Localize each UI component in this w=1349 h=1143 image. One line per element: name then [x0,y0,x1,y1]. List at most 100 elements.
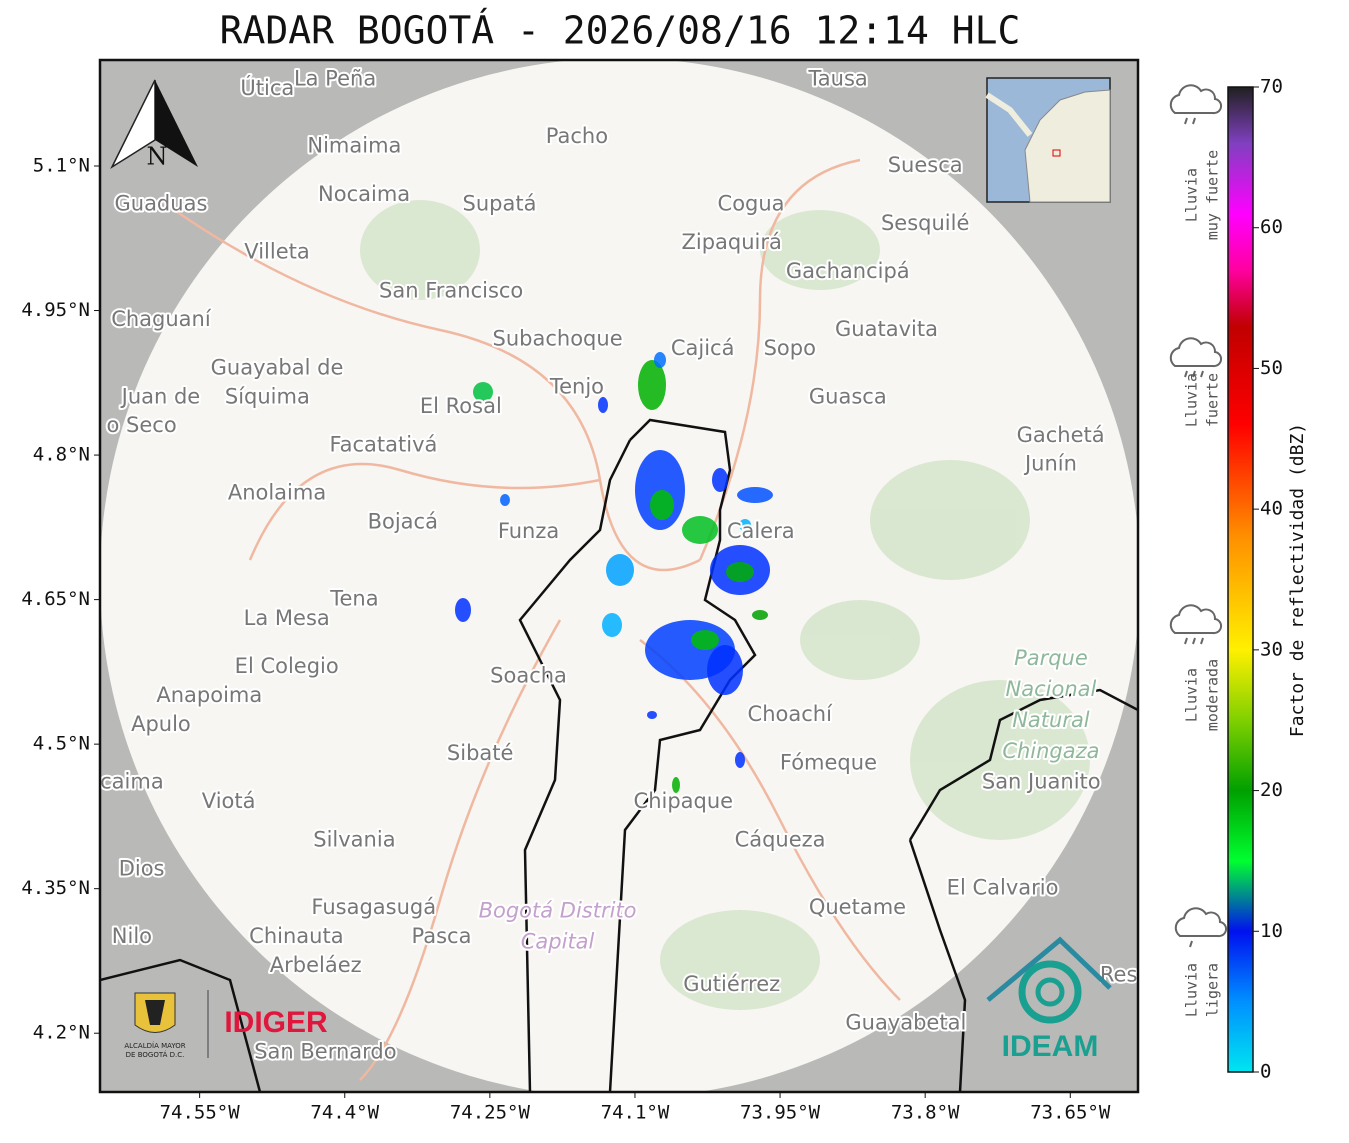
colorbar-tick-label: 30 [1260,638,1283,660]
radar-echo [672,777,680,793]
place-label: Pasca [412,924,472,948]
place-label: Junín [1023,452,1077,476]
place-label: Facatativá [329,432,437,456]
lat-tick-label: 4.8°N [33,444,90,466]
place-label: Guaduas [114,192,207,216]
title: RADAR BOGOTÁ - 2026/08/16 12:14 HLC [220,9,1021,53]
area-label: Nacional [1006,677,1097,701]
rain-icon [1169,84,1223,115]
rain-legend-label: Lluvia [1183,963,1201,1017]
place-label: Guayabal de [211,355,344,379]
radar-echoes [455,352,773,793]
radar-echo [654,352,666,368]
lat-tick-label: 4.35°N [21,877,90,899]
lon-tick-label: 73.95°W [740,1102,821,1124]
radar-echo [602,613,622,637]
lon-tick-label: 74.55°W [160,1102,241,1124]
lat-tick-label: 5.1°N [33,154,90,176]
place-label: Dios [119,856,165,880]
place-label: Cajicá [671,336,735,360]
radar-echo [682,516,718,544]
map: Útica La Peña Tausa Pacho Nimaima Suesca Guadu… [100,60,1138,1092]
radar-echo [726,562,754,582]
place-label: Útica [240,75,294,100]
place-label: Supatá [463,192,537,216]
inset-extent [1052,149,1061,157]
rain-drop [1184,637,1188,645]
ideam-logo: IDEAM [986,936,1112,1063]
radar-echo [638,360,666,410]
place-label: Juan de [120,384,201,408]
lon-tick-label: 73.8°W [891,1102,960,1124]
colorbar-tick-label: 20 [1260,779,1283,801]
place-label: Sesquilé [881,211,969,235]
place-label: La Peña [294,66,376,90]
place-label: El Rosal [420,394,502,418]
place-label: La Mesa [244,606,330,630]
place-label: El Calvario [947,876,1059,900]
colorbar-tick-label: 60 [1260,216,1283,238]
place-label: Fómeque [780,750,877,774]
place-label: Bojacá [368,510,438,534]
place-label: Gachancipá [786,259,910,283]
axes: 74.55°W 74.4°W 74.25°W 74.1°W 73.95°W 73.8°W 7… [21,154,1111,1123]
place-label: Chinauta [249,924,343,948]
place-label: Choachí [748,702,834,726]
idiger-logo: IDIGER [224,1006,328,1039]
place-label: Chaguaní [111,307,212,331]
colorbar-tick-label: 70 [1260,76,1283,98]
bogota-boundary [518,418,757,1092]
colorbar-tick-label: 50 [1260,357,1283,379]
place-label: Viotá [202,789,256,813]
rain-drop [1184,370,1188,378]
rain-legend-label: muy fuerte [1204,150,1222,240]
place-label: San Juanito [982,770,1101,794]
place-label: Suesca [888,153,963,177]
rain-drop [1192,637,1196,645]
place-label: San Francisco [379,278,523,302]
place-label: Guatavita [835,317,938,341]
place-label: El Colegio [235,654,339,678]
lat-tick-label: 4.65°N [21,588,90,610]
alcaldia-text: ALCALDÍA MAYOR [124,1041,185,1050]
place-label: Calera [727,519,795,543]
vegetation [360,200,1090,1010]
area-label: Natural [1012,708,1090,732]
colorbar-label: Factor de reflectividad (dBZ) [1287,423,1308,737]
north-label: N [147,143,168,171]
radar-echo [737,487,773,503]
colorbar: Factor de reflectividad (dBZ) 0 10 20 30 40 5… [1227,76,1308,1083]
place-label: Soacha [490,664,567,688]
place-label: Nilo [112,924,152,948]
radar-echo [598,397,608,413]
place-label: Chipaque [634,789,734,813]
place-label: Gutiérrez [683,972,780,996]
radar-echo [752,610,768,620]
rain-legend-label: moderada [1204,659,1222,731]
colorbar-tick-label: 10 [1260,920,1283,942]
place-label: Guayabetal [845,1011,966,1035]
radar-echo [500,494,510,506]
alcaldia-text: DE BOGOTÁ D.C. [126,1050,185,1059]
place-label: caima [100,770,164,794]
area-label: Chingaza [1002,739,1099,763]
lon-tick-label: 74.4°W [310,1102,379,1124]
place-label: Arbeláez [270,953,362,977]
place-label: Cogua [718,192,785,216]
radar-echo [712,468,728,492]
radar-echo [647,711,657,719]
place-label: Anapoima [156,683,262,707]
place-label: Cáqueza [735,828,826,852]
rain-drop [1200,637,1204,645]
rain-legend-label: ligera [1204,963,1222,1017]
inset-land [1024,89,1111,203]
place-label: o Seco [107,413,177,437]
place-label: Síquima [225,384,310,408]
colorbar-ramp [1227,86,1254,1073]
rain-legend-label: Lluvia [1183,668,1201,722]
radar-echo [691,630,719,650]
lon-tick-label: 74.1°W [601,1102,670,1124]
rain-legend-label: fuerte [1204,373,1222,427]
lat-tick-label: 4.5°N [33,733,90,755]
